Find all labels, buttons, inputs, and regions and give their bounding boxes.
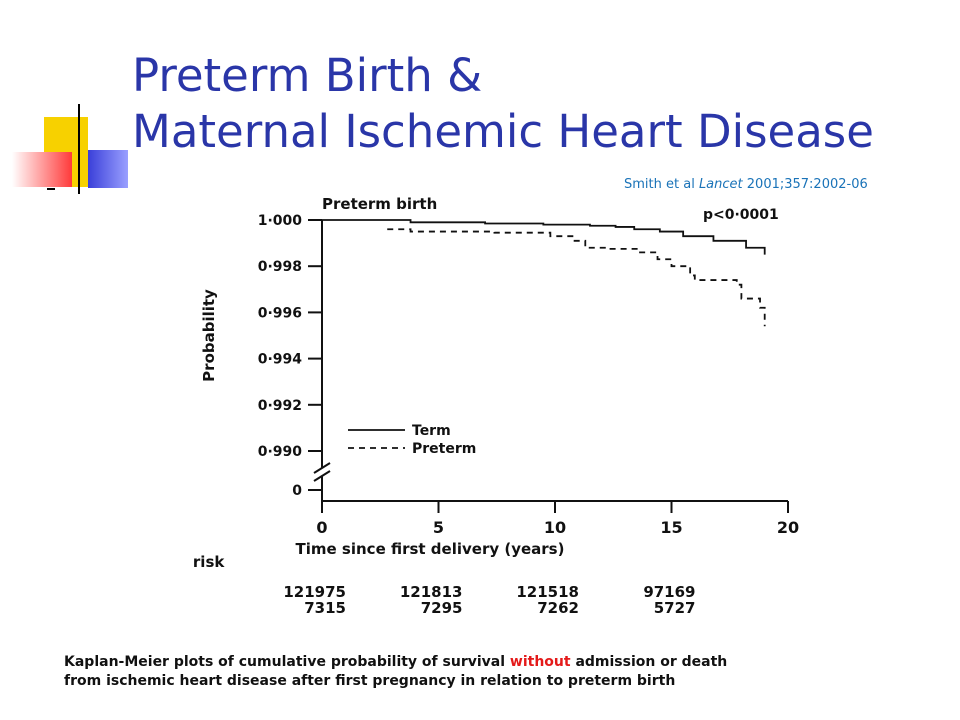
y-tick-label: 0 — [292, 483, 302, 499]
y-tick-label: 0·994 — [258, 352, 303, 368]
deco-small-dash — [47, 188, 55, 190]
deco-red-block — [12, 152, 72, 187]
chart-series — [322, 219, 766, 327]
citation: Smith et al Lancet 2001;357:2002-06 — [624, 177, 868, 192]
y-tick-label: 0·998 — [258, 259, 302, 275]
chart-legend: Term Preterm — [348, 423, 476, 457]
chart-labels: 1·000 0·998 0·996 0·994 0·992 0·990 0 0 5 10 15 20 T… — [200, 195, 799, 558]
y-tick-label: 1·000 — [258, 213, 303, 229]
risk-cell: 7295 — [421, 599, 463, 617]
x-tick-label: 15 — [660, 518, 682, 537]
x-axis-label: Time since first delivery (years) — [296, 540, 565, 558]
caption-highlight: without — [509, 654, 571, 670]
x-tick-label: 20 — [777, 518, 799, 537]
risk-cell: 7315 — [304, 599, 346, 617]
risk-cell: 121975 — [283, 583, 346, 601]
x-tick-label: 5 — [433, 518, 444, 537]
caption-text-2: admission or death — [570, 654, 728, 670]
deco-vertical-line — [78, 104, 80, 194]
title-line-2: Maternal Ischemic Heart Disease — [132, 105, 874, 158]
title-line-1: Preterm Birth & — [132, 49, 483, 102]
risk-table-header: Number at risk — [190, 553, 225, 571]
caption-text-1: Kaplan-Meier plots of cumulative probabi… — [64, 654, 510, 670]
caption-text-3: from ischemic heart disease after first … — [64, 673, 676, 689]
risk-cell: 7262 — [537, 599, 579, 617]
risk-table: Number at riskTerm1219751218131215189716… — [190, 553, 696, 617]
p-value-annotation: p<0·0001 — [703, 207, 779, 223]
risk-cell: 121518 — [516, 583, 579, 601]
chart-axes — [308, 219, 789, 513]
x-tick-label: 10 — [544, 518, 566, 537]
risk-cell: 121813 — [400, 583, 463, 601]
series-preterm — [387, 228, 766, 327]
citation-authors: Smith et al — [624, 177, 699, 192]
kaplan-meier-chart: 1·000 0·998 0·996 0·994 0·992 0·990 0 0 5 10 15 20 T… — [190, 195, 799, 617]
risk-cell: 5727 — [654, 599, 696, 617]
citation-volume: 2001;357:2002-06 — [742, 177, 868, 192]
y-tick-label: 0·996 — [258, 305, 302, 321]
legend-label-preterm: Preterm — [412, 441, 476, 457]
y-axis-label: Probability — [200, 289, 218, 382]
axis-break-mark — [313, 470, 331, 482]
page-title: Preterm Birth & Maternal Ischemic Heart … — [132, 48, 874, 160]
chart-title: Preterm birth — [322, 195, 437, 213]
risk-cell: 97169 — [643, 583, 695, 601]
y-tick-label: 0·992 — [258, 398, 302, 414]
deco-blue-block — [88, 150, 128, 188]
x-tick-label: 0 — [316, 518, 327, 537]
figure-caption: Kaplan-Meier plots of cumulative probabi… — [64, 653, 924, 691]
citation-journal: Lancet — [698, 177, 743, 192]
legend-label-term: Term — [412, 423, 451, 439]
series-term — [322, 219, 766, 255]
y-tick-label: 0·990 — [258, 444, 303, 460]
axis-break-mark — [313, 462, 331, 474]
